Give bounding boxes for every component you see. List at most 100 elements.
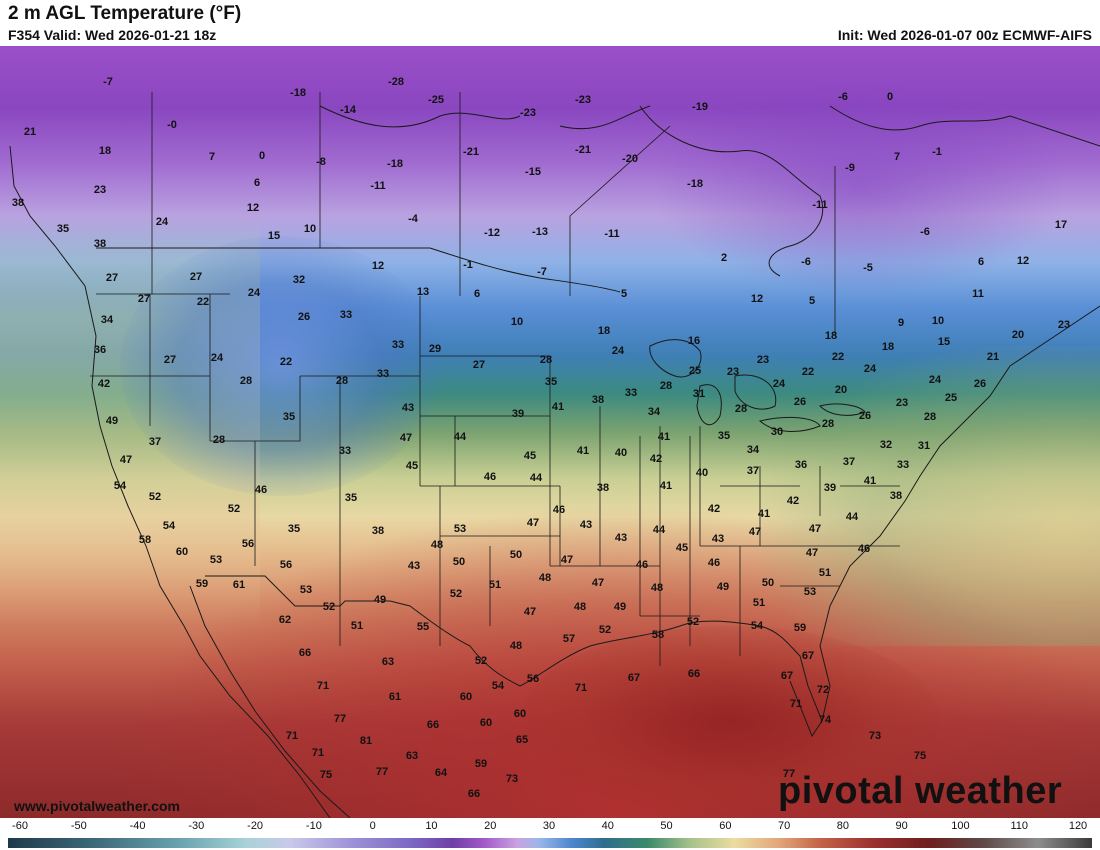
temp-value: 66 [467, 788, 481, 800]
great-lakes [649, 339, 866, 432]
temp-value: 52 [474, 655, 488, 667]
temp-value: 9 [897, 317, 905, 329]
temp-value: 34 [746, 444, 760, 456]
temp-value: 46 [707, 557, 721, 569]
temp-value: 67 [780, 670, 794, 682]
hudson-bay [639, 105, 824, 277]
temp-value: 44 [453, 431, 467, 443]
rockies-cold-shading [120, 236, 440, 496]
colorbar-tick-label: 70 [777, 820, 791, 832]
temp-value: 38 [11, 197, 25, 209]
temp-value: 24 [210, 352, 224, 364]
temp-value: 47 [399, 432, 413, 444]
temp-value: 41 [757, 508, 771, 520]
temp-value: 61 [232, 579, 246, 591]
temp-value: 40 [695, 467, 709, 479]
colorbar-tick-label: -40 [129, 820, 146, 832]
temp-value: 49 [105, 415, 119, 427]
temp-value: 62 [278, 614, 292, 626]
temp-value: 27 [137, 293, 151, 305]
temp-value: 22 [279, 356, 293, 368]
temp-value: 33 [391, 339, 405, 351]
temp-value: 55 [416, 621, 430, 633]
temp-value: 60 [459, 691, 473, 703]
temp-value: 25 [944, 392, 958, 404]
temp-value: 24 [863, 363, 877, 375]
temp-value: 56 [526, 673, 540, 685]
temp-value: 21 [23, 126, 37, 138]
temp-value: 24 [611, 345, 625, 357]
temp-value: -11 [812, 199, 828, 211]
temp-value: 52 [148, 491, 162, 503]
canadian-arctic-coast [319, 105, 1100, 147]
temp-value: -7 [103, 76, 113, 88]
temp-value: -8 [316, 156, 326, 168]
temp-value: -28 [388, 76, 404, 88]
temp-value: -18 [290, 87, 306, 99]
temp-value: 36 [794, 459, 808, 471]
temp-value: 38 [596, 482, 610, 494]
temp-value: 54 [162, 520, 176, 532]
temp-value: 39 [823, 482, 837, 494]
temp-value: 53 [209, 554, 223, 566]
temperature-map[interactable]: -7 -18 -28 -25 -23 -19 -6 0 21 -0 -14 -23 -21 -21 -20-… [0, 46, 1100, 818]
temp-value: 47 [805, 547, 819, 559]
temp-value: 22 [831, 351, 845, 363]
temp-value: 77 [375, 766, 389, 778]
map-title: 2 m AGL Temperature (°F) [8, 3, 242, 24]
colorbar-tick-label: 50 [660, 820, 673, 832]
temp-value: 7 [208, 151, 216, 163]
colorbar-tick-label: 0 [369, 820, 376, 832]
temp-value: -21 [463, 146, 479, 158]
temp-value: 56 [279, 559, 293, 571]
header: 2 m AGL Temperature (°F) F354 Valid: Wed… [0, 0, 1100, 46]
temp-value: 46 [254, 484, 268, 496]
temp-value: 77 [782, 768, 796, 780]
temp-value: 25 [688, 365, 702, 377]
temp-value: 73 [868, 730, 882, 742]
temp-value: 12 [750, 293, 764, 305]
temp-value: 18 [98, 145, 112, 157]
temp-value: -18 [687, 178, 703, 190]
temp-value: 45 [675, 542, 689, 554]
temp-value: 47 [748, 526, 762, 538]
temp-value: 71 [311, 747, 325, 759]
temp-value: 20 [1011, 329, 1025, 341]
temp-value: 5 [808, 295, 816, 307]
temp-value: 41 [659, 480, 673, 492]
temp-value: 35 [56, 223, 70, 235]
temp-value: 46 [857, 543, 871, 555]
temp-value: 22 [801, 366, 815, 378]
temp-value: 37 [746, 465, 760, 477]
temp-value: 34 [647, 406, 661, 418]
temp-value: 38 [591, 394, 605, 406]
temp-value: 51 [488, 579, 502, 591]
temp-value: 35 [282, 411, 296, 423]
temp-value: -25 [428, 94, 444, 106]
temp-value: 81 [359, 735, 373, 747]
temp-value: 64 [434, 767, 448, 779]
temp-value: -5 [863, 262, 873, 274]
temp-value: 43 [579, 519, 593, 531]
temp-value: -1 [463, 259, 473, 271]
temp-value: 63 [405, 750, 419, 762]
temp-value: 43 [711, 533, 725, 545]
temp-value: 52 [686, 616, 700, 628]
temp-value: -13 [532, 226, 548, 238]
temp-value: 12 [371, 260, 385, 272]
temp-value: 46 [483, 471, 497, 483]
temp-value: 28 [821, 418, 835, 430]
temp-value: 26 [973, 378, 987, 390]
temp-value: 49 [373, 594, 387, 606]
temp-value: 58 [138, 534, 152, 546]
temp-value: 38 [93, 238, 107, 250]
temp-value: 48 [430, 539, 444, 551]
temp-value: 27 [189, 271, 203, 283]
temp-value: 28 [239, 375, 253, 387]
colorbar-tick-label: 90 [895, 820, 908, 832]
temp-value: 2 [720, 252, 728, 264]
temp-value: 41 [551, 401, 565, 413]
colorbar-tick-label: -30 [188, 820, 205, 832]
temp-value: 53 [453, 523, 467, 535]
temp-value: 40 [614, 447, 628, 459]
